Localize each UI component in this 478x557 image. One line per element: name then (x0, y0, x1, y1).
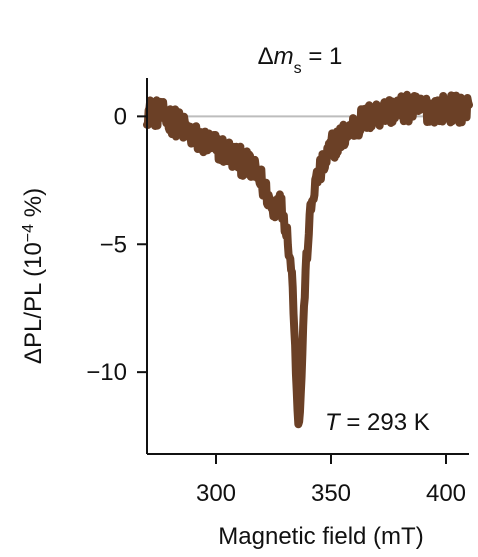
x-ticks: 300 350 400 (196, 454, 466, 507)
y-tick-label: −10 (86, 359, 127, 386)
chart-title-suffix: = 1 (302, 43, 343, 70)
y-tick-label: 0 (114, 103, 127, 130)
temperature-value: = 293 K (340, 409, 430, 436)
chart-title-subscript: s (294, 60, 302, 77)
chart-title: Δms = 1 (258, 43, 343, 77)
y-tick-label: −5 (100, 231, 127, 258)
y-axis-label-tail: %) (20, 188, 47, 224)
y-axis-label: ΔPL/PL (10−4 %) (20, 188, 48, 364)
x-tick-label: 300 (196, 480, 236, 507)
series-trace (143, 90, 473, 429)
x-tick-label: 400 (426, 480, 466, 507)
y-axis-label-main: ΔPL/PL (10 (20, 242, 47, 364)
y-axis-label-exponent: −4 (20, 224, 37, 242)
chart-title-prefix: Δ (258, 43, 274, 70)
chart-title-symbol: m (274, 43, 294, 70)
x-axis-label: Magnetic field (mT) (218, 523, 423, 550)
temperature-symbol: T (325, 409, 342, 436)
x-tick-label: 350 (311, 480, 351, 507)
y-ticks: 0 −5 −10 (86, 103, 147, 386)
temperature-annotation: T = 293 K (325, 409, 430, 436)
